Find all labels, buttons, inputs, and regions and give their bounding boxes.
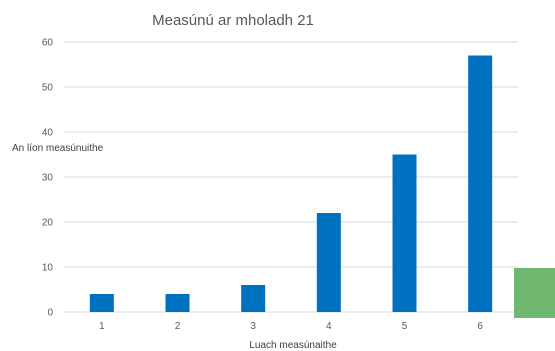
y-tick-label: 40 <box>42 128 54 139</box>
x-tick-label: 4 <box>326 321 332 332</box>
y-tick-label: 50 <box>42 83 54 94</box>
bar-5 <box>392 154 417 312</box>
bar-6 <box>468 55 493 312</box>
green-overlay-box <box>514 268 555 318</box>
x-tick-label: 2 <box>175 321 181 332</box>
y-tick-label: 20 <box>42 218 54 229</box>
x-tick-label: 5 <box>402 321 408 332</box>
bar-1 <box>89 294 114 312</box>
bar-3 <box>241 285 266 312</box>
x-axis-ticks: 1 2 3 4 5 6 <box>99 321 483 332</box>
x-axis-label: Luach measúnaithe <box>249 340 337 351</box>
x-tick-label: 1 <box>99 321 105 332</box>
bar-2 <box>165 294 190 312</box>
y-tick-label: 0 <box>47 308 53 319</box>
bars <box>89 55 493 312</box>
x-tick-label: 3 <box>250 321 256 332</box>
y-tick-label: 60 <box>42 38 54 49</box>
x-tick-label: 6 <box>477 321 483 332</box>
chart-title: Measúnú ar mholadh 21 <box>152 12 314 29</box>
y-tick-label: 10 <box>42 263 54 274</box>
y-axis-ticks: 0 10 20 30 40 50 60 <box>42 38 54 319</box>
bar-4 <box>316 213 341 312</box>
gridlines <box>64 41 518 313</box>
y-axis-label: An líon measúnuithe <box>12 143 104 154</box>
y-tick-label: 30 <box>42 173 54 184</box>
